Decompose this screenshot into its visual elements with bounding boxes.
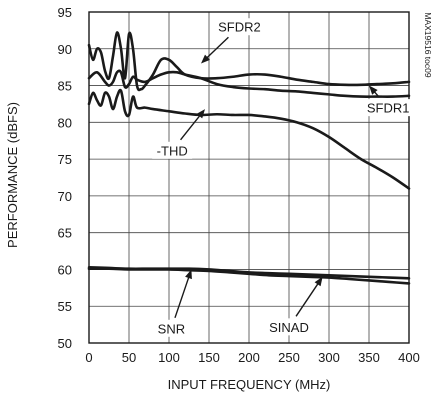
y-axis-title: PERFORMANCE (dBFS) — [5, 102, 20, 248]
annotation-arrow-head — [196, 109, 205, 119]
y-tick-label: 85 — [58, 79, 72, 94]
x-tick-label: 100 — [158, 350, 180, 365]
series-line-sfdr1 — [87, 69, 411, 98]
annotation-label-bg — [155, 319, 188, 337]
x-axis-title: INPUT FREQUENCY (MHz) — [168, 377, 331, 392]
annotation-text: SNR — [158, 321, 185, 336]
y-tick-label: 60 — [58, 262, 72, 277]
annotation-thd: -THD — [152, 109, 205, 159]
x-tick-label: 350 — [358, 350, 380, 365]
annotation-label-bg — [152, 141, 193, 159]
annotation-label-bg — [364, 99, 413, 117]
x-tick-label: 200 — [238, 350, 260, 365]
y-tick-labels: 50 55 60 65 70 75 80 85 90 95 — [58, 5, 72, 351]
y-tick-label: 75 — [58, 152, 72, 167]
x-tick-label: 0 — [85, 350, 92, 365]
y-tick-label: 70 — [58, 189, 72, 204]
x-tick-label: 300 — [318, 350, 340, 365]
annotation-arrow-head — [369, 85, 378, 95]
y-tick-label: 80 — [58, 115, 72, 130]
series-line-sfdr2 — [87, 31, 411, 92]
annotation-arrow-line — [204, 36, 229, 61]
annotation-snr: SNR — [155, 269, 192, 337]
series-line-thd — [87, 88, 411, 190]
annotation-sinad: SINAD — [265, 276, 323, 336]
y-tick-label: 55 — [58, 299, 72, 314]
annotation-arrow-head — [314, 276, 323, 287]
x-tick-label: 250 — [278, 350, 300, 365]
annotation-text: SINAD — [269, 320, 309, 335]
annotations: SFDR2 SFDR1 -THD SNR SINAD — [152, 18, 413, 337]
annotation-arrow-head — [185, 269, 192, 280]
grid — [89, 12, 409, 343]
annotation-sfdr2: SFDR2 — [201, 18, 264, 64]
x-tick-label: 150 — [198, 350, 220, 365]
annotation-arrow-line — [174, 273, 191, 319]
y-tick-label: 50 — [58, 336, 72, 351]
annotation-arrow-line — [295, 280, 321, 317]
annotation-text: SFDR1 — [367, 101, 410, 116]
figure-code-label: MAX19516 toc09 — [423, 12, 433, 77]
annotation-sfdr1: SFDR1 — [364, 85, 413, 117]
series-lines — [87, 31, 411, 285]
plot-frame — [88, 11, 410, 344]
annotation-arrow-head — [201, 54, 210, 64]
annotation-text: SFDR2 — [218, 20, 261, 35]
y-tick-label: 90 — [58, 42, 72, 57]
annotation-text: -THD — [157, 143, 188, 158]
y-tick-label: 95 — [58, 5, 72, 20]
y-tick-label: 65 — [58, 226, 72, 241]
annotation-label-bg — [265, 318, 313, 336]
x-tick-label: 400 — [398, 350, 420, 365]
x-tick-label: 50 — [122, 350, 136, 365]
x-tick-labels: 0 50 100 150 200 250 300 350 400 — [85, 350, 419, 365]
annotation-label-bg — [215, 18, 264, 36]
annotation-arrow-line — [180, 112, 203, 141]
series-line-sinad — [87, 267, 411, 285]
